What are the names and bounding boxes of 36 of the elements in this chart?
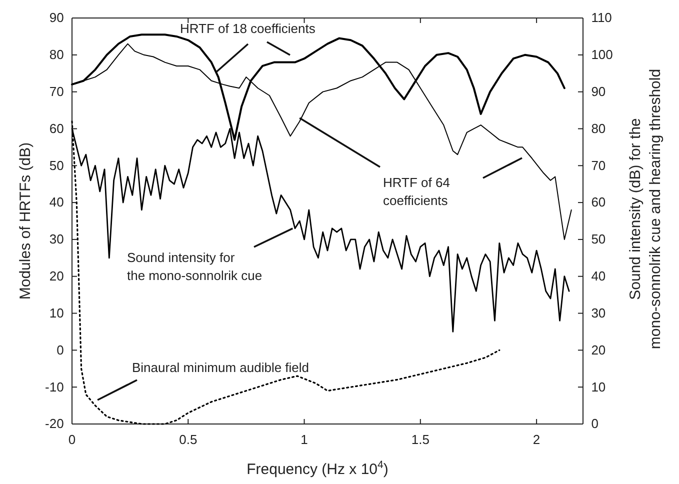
y2-tick-label: 50 (591, 232, 606, 247)
annotation: HRTF of 64 coefficients (383, 175, 450, 208)
y2-tick-label: 110 (591, 10, 612, 26)
y2-tick-label: 20 (591, 342, 606, 358)
y-tick-label: 60 (49, 120, 64, 136)
y2-tick-label: 90 (591, 84, 606, 99)
y-tick-label: 0 (56, 342, 64, 358)
y-tick-label: 50 (49, 158, 64, 173)
annotation: HRTF of 18 coefficients (180, 21, 316, 36)
x-axis-title: Frequency (Hz x 10$^{4}$) (246, 459, 388, 478)
y-tick-label: -20 (45, 416, 64, 432)
y2-tick-label: 30 (591, 305, 606, 320)
y-tick-label: 90 (49, 10, 64, 26)
y2-tick-label: 0 (591, 416, 598, 432)
y2-axis-title: Sound intensity (dB) for the mono-sonnolrik cue and hearing threshold (627, 68, 664, 350)
x-tick-label: 1 (300, 432, 308, 447)
x-tick-label: 0 (68, 432, 76, 447)
y-tick-label: 30 (49, 232, 64, 247)
y-tick-label: -10 (45, 379, 64, 394)
y2-tick-label: 10 (591, 379, 606, 394)
y2-tick-label: 80 (591, 120, 606, 136)
y-tick-label: 10 (49, 305, 64, 320)
annotation: Sound intensity for the mono-sonnolrik cue (127, 250, 262, 283)
x-tick-label: 2 (532, 432, 540, 447)
y-tick-label: 80 (49, 47, 64, 62)
y2-tick-label: 70 (591, 158, 606, 173)
y-axis-title: Modules of HRTFs (dB) (17, 142, 34, 300)
x-tick-label: 0.5 (179, 432, 198, 447)
y-tick-label: 70 (49, 84, 64, 99)
x-tick-label: 1.5 (411, 432, 430, 447)
y2-tick-label: 40 (591, 268, 606, 284)
y2-tick-label: 60 (591, 194, 606, 210)
y-tick-label: 40 (49, 194, 64, 210)
annotation: Binaural minimum audible field (132, 360, 310, 375)
y-tick-label: 20 (49, 268, 64, 284)
y2-tick-label: 100 (591, 47, 613, 62)
